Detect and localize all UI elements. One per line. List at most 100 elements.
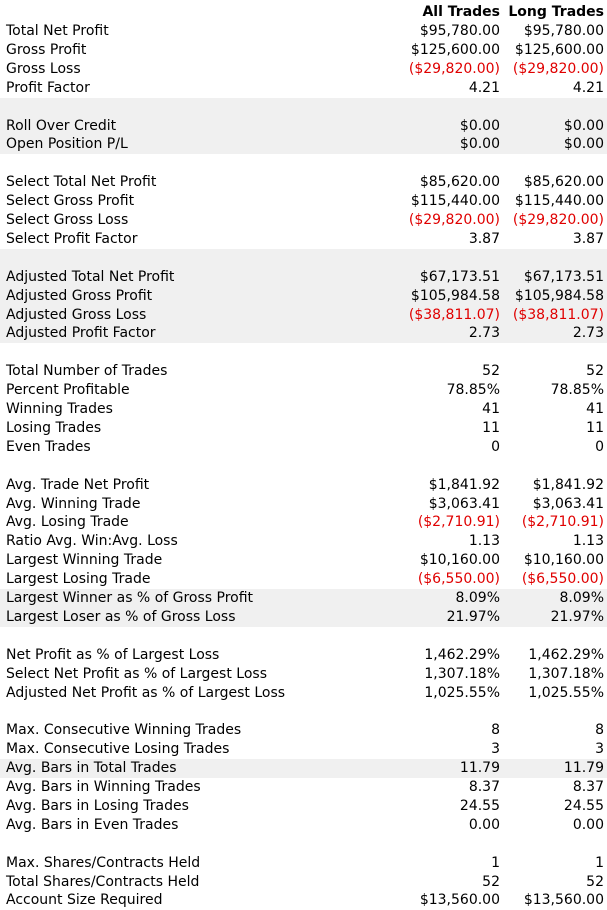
row-label: Open Position P/L [6,136,128,153]
all-trades-value: 24.55 [459,797,500,814]
table-row: Adjusted Gross Loss ($38,811.07) ($38,811.… [0,305,607,325]
long-trades-value: 1,462.29% [528,646,604,663]
long-trades-value: 8.09% [559,590,604,606]
row-label: Avg. Losing Trade [6,514,129,531]
table-row: Gross Loss ($29,820.00) ($29,820.00) [0,60,607,79]
table-row: Max. Consecutive Losing Trades 3 3 [0,740,607,759]
table-row: Total Shares/Contracts Held 52 52 [0,873,607,892]
table-row: Adjusted Gross Profit $105,984.58 $105,984… [0,286,607,306]
all-trades-value: $115,440.00 [410,193,500,210]
table-row: Avg. Winning Trade $3,063.41 $3,063.41 [0,495,607,514]
all-trades-value: 0.00 [468,816,500,833]
row-label: Total Shares/Contracts Held [6,873,200,890]
table-row: Select Profit Factor 3.87 3.87 [0,230,607,249]
table-row: Largest Loser as % of Gross Loss 21.97% 21… [0,607,607,627]
row-label: Select Total Net Profit [6,174,157,191]
table-row: Adjusted Total Net Profit $67,173.51 $67,1… [0,267,607,287]
spacer-row [0,343,607,362]
long-trades-value: $13,560.00 [523,892,604,909]
row-label: Ratio Avg. Win:Avg. Loss [6,533,178,550]
all-trades-value: 1,307.18% [424,665,500,682]
all-trades-value: 1 [491,854,500,871]
long-trades-value: 1 [595,854,604,871]
all-trades-value: $3,063.41 [428,495,500,512]
all-trades-value: 8.37 [468,779,500,795]
table-row: Avg. Losing Trade ($2,710.91) ($2,710.91) [0,513,607,532]
row-label: Losing Trades [6,419,102,436]
long-trades-value: 0.00 [572,816,604,833]
long-trades-value: 11.79 [563,760,604,777]
long-trades-value: 52 [586,363,604,380]
all-trades-value: 52 [482,873,500,890]
long-trades-value: 4.21 [572,79,604,96]
row-label: Adjusted Profit Factor [6,325,156,342]
all-trades-value: 52 [482,363,500,380]
table-row: Max. Shares/Contracts Held 1 1 [0,854,607,873]
long-trades-value: $1,841.92 [532,476,604,493]
long-trades-value: 24.55 [563,797,604,814]
row-label: Total Number of Trades [6,363,168,380]
table-row: Ratio Avg. Win:Avg. Loss 1.13 1.13 [0,532,607,551]
table-row: Total Net Profit $95,780.00 $95,780.00 [0,22,607,41]
all-trades-value: 41 [482,401,500,417]
table-row: Largest Winner as % of Gross Profit 8.09%… [0,589,607,608]
row-label: Even Trades [6,438,91,455]
table-row: Select Net Profit as % of Largest Loss 1,… [0,665,607,684]
all-trades-value: $105,984.58 [410,287,500,304]
all-trades-value: ($2,710.91) [417,514,500,531]
all-trades-value: 2.73 [468,325,500,342]
long-trades-value: 8 [595,722,604,739]
row-label: Percent Profitable [6,382,130,399]
row-label: Total Net Profit [6,23,109,39]
long-trades-value: $85,620.00 [523,174,604,191]
long-trades-value: 1,025.55% [528,684,604,701]
table-row: Gross Profit $125,600.00 $125,600.00 [0,41,607,60]
spacer-row [0,154,607,173]
long-trades-value: $125,600.00 [514,41,604,58]
all-trades-value: ($6,550.00) [417,571,500,588]
all-trades-value: ($29,820.00) [408,212,500,228]
table-row: Select Total Net Profit $85,620.00 $85,620… [0,173,607,192]
table-row: Percent Profitable 78.85% 78.85% [0,381,607,400]
long-trades-value: $0.00 [563,117,604,134]
all-trades-value: 78.85% [446,382,500,399]
row-label: Avg. Bars in Even Trades [6,816,179,833]
row-label: Account Size Required [6,892,163,909]
table-row: Even Trades 0 0 [0,438,607,457]
table-row: Avg. Bars in Winning Trades 8.37 8.37 [0,778,607,797]
long-trades-value: $67,173.51 [523,268,604,285]
all-trades-value: 8 [491,722,500,739]
row-label: Adjusted Net Profit as % of Largest Loss [6,684,286,701]
row-label: Select Gross Profit [6,193,135,210]
all-trades-value: 1,025.55% [424,684,500,701]
long-trades-value: $10,160.00 [523,552,604,569]
row-label: Largest Winner as % of Gross Profit [6,590,254,606]
long-trades-value: 1.13 [572,533,604,550]
all-trades-value: 1.13 [468,533,500,550]
row-label: Avg. Bars in Winning Trades [6,779,201,795]
long-trades-value: ($6,550.00) [521,571,604,588]
row-label: Select Gross Loss [6,212,129,228]
all-trades-value: 1,462.29% [424,646,500,663]
row-label: Largest Loser as % of Gross Loss [6,608,236,625]
spacer-row [0,627,607,646]
table-row: Adjusted Profit Factor 2.73 2.73 [0,324,607,344]
long-trades-value: ($29,820.00) [512,60,604,77]
spacer-row [0,97,607,117]
all-trades-value: ($29,820.00) [408,60,500,77]
all-trades-value: $125,600.00 [410,41,500,58]
header-row: All Trades Long Trades [0,3,607,22]
row-label: Avg. Bars in Total Trades [6,760,177,777]
table-row: Select Gross Loss ($29,820.00) ($29,820.00… [0,211,607,230]
table-row: Total Number of Trades 52 52 [0,362,607,381]
row-label: Max. Shares/Contracts Held [6,854,201,871]
all-trades-value: $85,620.00 [419,174,500,191]
all-trades-value: $95,780.00 [419,23,500,39]
long-trades-value: $115,440.00 [514,193,604,210]
table-row: Avg. Trade Net Profit $1,841.92 $1,841.92 [0,476,607,495]
long-trades-value: 0 [595,438,604,455]
row-label: Gross Profit [6,41,87,58]
all-trades-value: $10,160.00 [419,552,500,569]
spacer-row [0,457,607,476]
row-label: Roll Over Credit [6,117,117,134]
